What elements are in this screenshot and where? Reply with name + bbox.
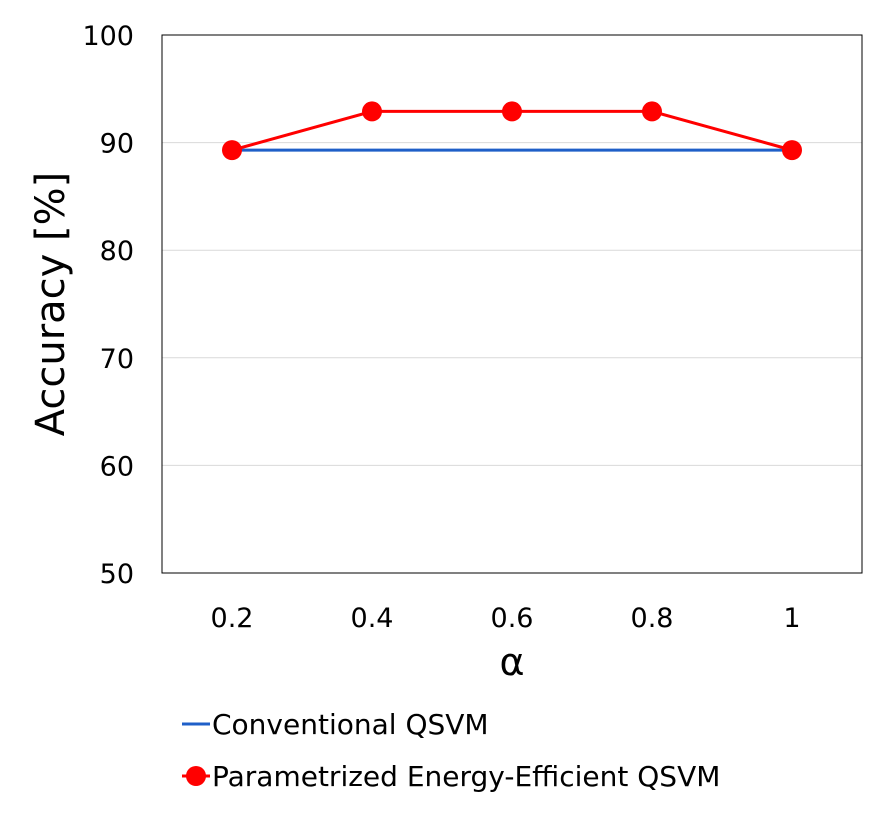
x-tick-label: 0.6 [491, 603, 534, 634]
gridlines [162, 142, 862, 466]
y-tick-label: 80 [100, 236, 134, 267]
data-point [222, 140, 242, 161]
plot-area-frame [161, 34, 863, 574]
y-tick-label: 70 [100, 344, 134, 375]
y-tick-label: 100 [82, 21, 134, 52]
data-point [642, 101, 662, 122]
x-tick-labels: 0.2 0.4 0.6 0.8 1 [211, 603, 801, 634]
data-point [502, 101, 522, 122]
y-tick-label: 90 [100, 129, 134, 160]
x-tick-label: 0.4 [351, 603, 394, 634]
legend-label: Conventional QSVM [212, 708, 489, 741]
x-tick-label: 1 [783, 603, 800, 634]
y-tick-label: 50 [100, 559, 134, 590]
legend: Conventional QSVM Parametrized Energy-Eff… [182, 708, 720, 793]
x-tick-label: 0.2 [211, 603, 254, 634]
y-axis-title: Accuracy [%] [28, 172, 74, 437]
y-tick-labels: 50 60 70 80 90 100 [82, 21, 134, 590]
legend-label: Parametrized Energy-Efficient QSVM [212, 760, 720, 793]
series-group [222, 101, 802, 161]
x-tick-label: 0.8 [631, 603, 674, 634]
x-axis-title: α [499, 640, 524, 684]
legend-marker [186, 766, 206, 786]
data-point [782, 140, 802, 161]
y-tick-label: 60 [100, 451, 134, 482]
data-point [362, 101, 382, 122]
